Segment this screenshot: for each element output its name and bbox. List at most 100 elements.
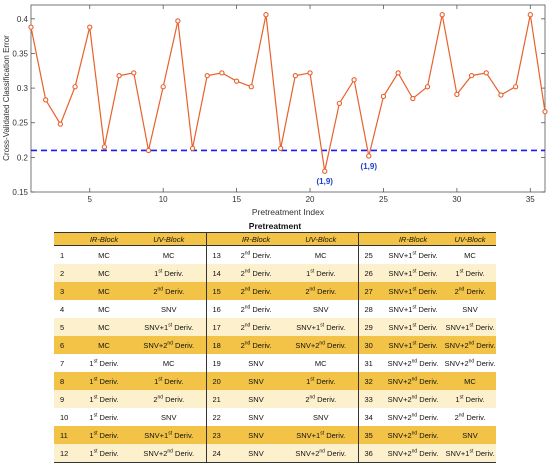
ir-block-cell: SNV+2nd Deriv.: [382, 372, 444, 390]
plot-frame: [30, 4, 546, 193]
uv-block-cell: SNV: [284, 300, 358, 318]
data-point: [322, 168, 328, 174]
y-tick-label: 0.35: [12, 49, 28, 58]
table-row: 3 MC 2nd Deriv. 15 2nd Deriv. 2nd Deriv. 27 SNV…: [54, 282, 496, 300]
ir-block-cell: 1st Deriv.: [76, 390, 132, 408]
ir-block-cell: SNV+2nd Deriv.: [382, 408, 444, 426]
uv-block-cell: SNV+1st Deriv.: [132, 318, 206, 336]
x-tick-label: 35: [526, 195, 535, 204]
ir-block-cell: SNV+1st Deriv.: [382, 336, 444, 354]
ir-block-cell: SNV+1st Deriv.: [382, 245, 444, 264]
uv-block-cell: 2nd Deriv.: [284, 390, 358, 408]
data-point: [483, 70, 489, 76]
data-point: [175, 18, 181, 24]
uv-block-cell: 2nd Deriv.: [132, 282, 206, 300]
table-row: 7 1st Deriv. MC 19 SNV MC 31 SNV+2nd Deriv. SNV+…: [54, 354, 496, 372]
ir-block-cell: SNV: [228, 444, 284, 463]
ir-block-cell: SNV: [228, 426, 284, 444]
point-annotation: (1,9): [316, 177, 333, 186]
uv-block-cell: MC: [284, 245, 358, 264]
ir-block-cell: 1st Deriv.: [76, 408, 132, 426]
uv-block-cell: SNV: [444, 300, 496, 318]
ir-block-cell: 2nd Deriv.: [228, 245, 284, 264]
uv-block-cell: SNV: [132, 408, 206, 426]
uv-block-cell: MC: [284, 354, 358, 372]
uv-block-cell: SNV: [444, 426, 496, 444]
pretreatment-index-cell: 33: [357, 390, 382, 408]
x-tick-label: 10: [159, 195, 168, 204]
pretreatment-index-cell: 15: [205, 282, 228, 300]
data-point: [410, 95, 416, 102]
x-tick-label: 25: [379, 195, 388, 204]
uv-block-cell: MC: [444, 372, 496, 390]
pretreatment-index-cell: 8: [54, 372, 76, 390]
header-ir-block: IR-Block: [382, 232, 444, 246]
y-tick-label: 0.3: [17, 84, 29, 93]
header-uv-block: UV-Block: [284, 232, 358, 246]
table-title: Pretreatment: [248, 221, 302, 231]
y-axis: 0.15 0.2 0.25 0.3 0.35 0.4: [12, 15, 545, 197]
data-point: [395, 70, 401, 76]
pretreatment-index-cell: 24: [205, 444, 228, 463]
data-point: [380, 93, 387, 100]
y-tick-label: 0.25: [12, 119, 28, 128]
data-point: [43, 97, 49, 103]
pretreatment-index-cell: 17: [205, 318, 228, 336]
pretreatment-index-cell: 16: [205, 300, 228, 318]
table-row: 12 1st Deriv. SNV+2nd Deriv. 24 SNV SNV+2nd D…: [54, 444, 496, 463]
data-point: [424, 84, 431, 90]
ir-block-cell: MC: [76, 336, 132, 354]
table-row: 4 MC SNV 16 2nd Deriv. SNV 28 SNV+1st Deriv. SNV: [54, 300, 496, 318]
data-point: [87, 24, 93, 30]
uv-block-cell: 1st Deriv.: [444, 264, 496, 282]
ir-block-cell: MC: [76, 300, 132, 318]
uv-block-cell: 1st Deriv.: [284, 372, 358, 390]
ir-block-cell: MC: [76, 282, 132, 300]
table-row: 2 MC 1st Deriv. 14 2nd Deriv. 1st Deriv. 26 SNV…: [54, 264, 496, 282]
pretreatment-index-cell: 6: [54, 336, 76, 354]
uv-block-cell: MC: [132, 245, 206, 264]
data-point: [101, 144, 108, 150]
data-point: [131, 70, 137, 76]
pretreatment-index-cell: 32: [357, 372, 382, 390]
pretreatment-index-cell: 19: [205, 354, 228, 372]
y-tick-label: 0.4: [17, 15, 29, 24]
data-point: [307, 70, 313, 76]
table-row: 11 1st Deriv. SNV+1st Deriv. 23 SNV SNV+1st D…: [54, 426, 496, 444]
uv-block-cell: 2nd Deriv.: [444, 282, 496, 300]
data-point: [336, 100, 343, 106]
pretreatment-index-cell: 2: [54, 264, 76, 282]
y-tick-label: 0.2: [17, 153, 29, 162]
ir-block-cell: SNV+2nd Deriv.: [382, 390, 444, 408]
pretreatment-index-cell: 36: [357, 444, 382, 463]
ir-block-cell: 2nd Deriv.: [228, 300, 284, 318]
data-point: [498, 92, 504, 98]
uv-block-cell: 1st Deriv.: [284, 264, 358, 282]
table-row: 1 MC MC 13 2nd Deriv. MC 25 SNV+1st Deriv. MC: [54, 245, 496, 264]
pretreatment-index-cell: 14: [205, 264, 228, 282]
ir-block-cell: SNV+1st Deriv.: [382, 300, 444, 318]
pretreatment-index-cell: 25: [357, 245, 382, 264]
data-point: [57, 121, 64, 127]
ir-block-cell: SNV+1st Deriv.: [382, 264, 444, 282]
uv-block-cell: MC: [444, 245, 496, 264]
uv-block-cell: SNV+2nd Deriv.: [284, 336, 358, 354]
point-annotation: (1,9): [361, 162, 378, 171]
ir-block-cell: 2nd Deriv.: [228, 318, 284, 336]
ir-block-cell: MC: [76, 318, 132, 336]
ir-block-cell: 1st Deriv.: [76, 372, 132, 390]
data-point: [248, 84, 254, 90]
uv-block-cell: 1st Deriv.: [132, 372, 206, 390]
ir-block-cell: SNV+2nd Deriv.: [382, 444, 444, 463]
data-point: [160, 84, 166, 90]
data-point: [542, 109, 548, 115]
series-line: [30, 14, 546, 172]
header-ir-block: IR-Block: [76, 232, 132, 246]
table-header-row: IR-Block UV-Block IR-Block UV-Block IR-B…: [54, 232, 496, 246]
pretreatment-index-cell: 23: [205, 426, 228, 444]
data-point: [439, 12, 445, 18]
ir-block-cell: SNV+1st Deriv.: [382, 318, 444, 336]
header-ir-block: IR-Block: [228, 232, 284, 246]
x-tick-label: 20: [306, 195, 315, 204]
y-axis-label: Cross-Validated Classification Error: [2, 35, 11, 161]
